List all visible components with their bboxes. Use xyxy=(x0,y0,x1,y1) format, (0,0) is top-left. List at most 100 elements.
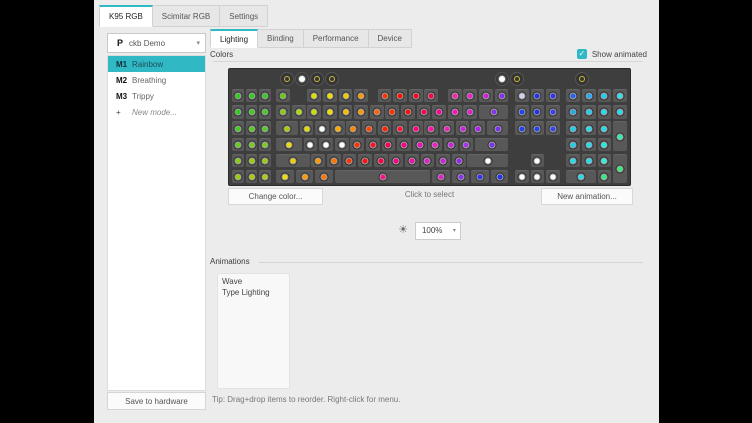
keyboard-key[interactable] xyxy=(259,153,271,169)
keyboard-key[interactable] xyxy=(546,105,560,120)
keyboard-key[interactable] xyxy=(613,153,627,185)
keyboard-key[interactable] xyxy=(471,170,489,185)
tab-performance[interactable]: Performance xyxy=(303,29,369,48)
keyboard-key[interactable] xyxy=(514,170,529,185)
brightness-dropdown[interactable]: 100% ▾ xyxy=(414,221,461,240)
keyboard-key[interactable] xyxy=(597,121,612,136)
keyboard-key[interactable] xyxy=(295,170,314,185)
tab-device[interactable]: Device xyxy=(368,29,412,48)
keyboard-key[interactable] xyxy=(408,89,423,104)
keyboard-key[interactable] xyxy=(432,170,450,185)
keyboard-key[interactable] xyxy=(377,89,392,104)
keyboard-key[interactable] xyxy=(232,121,244,136)
keyboard-key[interactable] xyxy=(276,121,298,136)
keyboard-key[interactable] xyxy=(259,105,271,120)
mr-button[interactable] xyxy=(280,73,293,85)
keyboard-key[interactable] xyxy=(389,153,404,169)
keyboard-key[interactable] xyxy=(514,89,529,104)
keyboard-key[interactable] xyxy=(451,153,466,169)
keyboard-key[interactable] xyxy=(597,170,612,185)
keyboard-key[interactable] xyxy=(412,137,427,152)
animation-item-wave[interactable]: Wave xyxy=(222,277,243,286)
keyboard-key[interactable] xyxy=(245,105,258,120)
keyboard-key[interactable] xyxy=(299,121,314,136)
keyboard-key[interactable] xyxy=(393,89,408,104)
keyboard-key[interactable] xyxy=(259,137,271,152)
keyboard-key[interactable] xyxy=(597,137,612,152)
keyboard-key[interactable] xyxy=(259,121,271,136)
keyboard-key[interactable] xyxy=(354,89,369,104)
keyboard-key[interactable] xyxy=(334,170,431,185)
keyboard-key[interactable] xyxy=(582,89,596,104)
profile-dropdown[interactable]: P ckb Demo ▾ xyxy=(107,33,206,53)
m3-button[interactable] xyxy=(325,73,338,85)
keyboard-key[interactable] xyxy=(566,89,581,104)
keyboard-key[interactable] xyxy=(276,170,294,185)
keyboard-key[interactable] xyxy=(338,89,353,104)
keyboard-key[interactable] xyxy=(494,89,509,104)
winlock-button[interactable] xyxy=(511,73,524,85)
keyboard-key[interactable] xyxy=(440,121,454,136)
keyboard-key[interactable] xyxy=(428,137,443,152)
mode-item-breathing[interactable]: M2 Breathing xyxy=(108,72,205,88)
keyboard-key[interactable] xyxy=(276,137,302,152)
keyboard-key[interactable] xyxy=(369,105,384,120)
keyboard-key[interactable] xyxy=(245,137,258,152)
keyboard-key[interactable] xyxy=(385,105,400,120)
keyboard-key[interactable] xyxy=(259,170,271,185)
keyboard-key[interactable] xyxy=(232,89,244,104)
brightness-button[interactable] xyxy=(495,73,508,85)
keyboard-key[interactable] xyxy=(490,170,509,185)
device-tab-scimitar-rgb[interactable]: Scimitar RGB xyxy=(152,5,221,27)
keyboard-key[interactable] xyxy=(514,121,529,136)
mode-item-trippy[interactable]: M3 Trippy xyxy=(108,88,205,104)
keyboard-key[interactable] xyxy=(566,121,581,136)
keyboard-key[interactable] xyxy=(597,105,612,120)
keyboard-key[interactable] xyxy=(566,153,581,169)
keyboard-key[interactable] xyxy=(613,89,627,104)
keyboard-key[interactable] xyxy=(307,105,322,120)
keyboard-key[interactable] xyxy=(259,89,271,104)
keyboard-key[interactable] xyxy=(393,121,408,136)
keyboard-key[interactable] xyxy=(459,137,474,152)
keyboard-key[interactable] xyxy=(232,137,244,152)
keyboard-key[interactable] xyxy=(350,137,365,152)
keyboard-key[interactable] xyxy=(530,121,545,136)
keyboard-key[interactable] xyxy=(377,121,392,136)
keyboard-key[interactable] xyxy=(597,89,612,104)
keyboard-key[interactable] xyxy=(432,105,447,120)
keyboard-key[interactable] xyxy=(334,137,349,152)
keyboard-key[interactable] xyxy=(479,89,493,104)
keyboard-key[interactable] xyxy=(291,105,306,120)
keyboard-key[interactable] xyxy=(479,105,509,120)
keyboard-key[interactable] xyxy=(276,89,291,104)
keyboard-key[interactable] xyxy=(471,121,486,136)
keyboard-key[interactable] xyxy=(315,170,333,185)
keyboard-key[interactable] xyxy=(424,121,439,136)
new-animation-button[interactable]: New animation... xyxy=(541,188,633,205)
keyboard-key[interactable] xyxy=(566,170,596,185)
mute-button[interactable] xyxy=(576,73,588,85)
keyboard-key[interactable] xyxy=(338,105,353,120)
animation-item-type-lighting[interactable]: Type Lighting xyxy=(222,288,270,297)
mode-item-rainbow[interactable]: M1 Rainbow xyxy=(108,56,205,72)
keyboard-key[interactable] xyxy=(330,121,345,136)
keyboard-key[interactable] xyxy=(276,105,291,120)
keyboard-key[interactable] xyxy=(597,153,612,169)
keyboard-key[interactable] xyxy=(566,105,581,120)
keyboard-key[interactable] xyxy=(546,89,560,104)
keyboard-key[interactable] xyxy=(443,137,458,152)
keyboard-key[interactable] xyxy=(436,153,450,169)
keyboard-key[interactable] xyxy=(467,153,509,169)
keyboard-key[interactable] xyxy=(404,153,419,169)
keyboard-key[interactable] xyxy=(530,170,545,185)
change-color-button[interactable]: Change color... xyxy=(228,188,323,205)
keyboard-key[interactable] xyxy=(232,170,244,185)
m2-button[interactable] xyxy=(310,73,323,85)
keyboard-key[interactable] xyxy=(582,153,596,169)
keyboard-key[interactable] xyxy=(303,137,318,152)
keyboard-key[interactable] xyxy=(323,89,337,104)
keyboard-key[interactable] xyxy=(514,105,529,120)
tab-binding[interactable]: Binding xyxy=(258,29,304,48)
save-to-hardware-button[interactable]: Save to hardware xyxy=(107,392,206,410)
